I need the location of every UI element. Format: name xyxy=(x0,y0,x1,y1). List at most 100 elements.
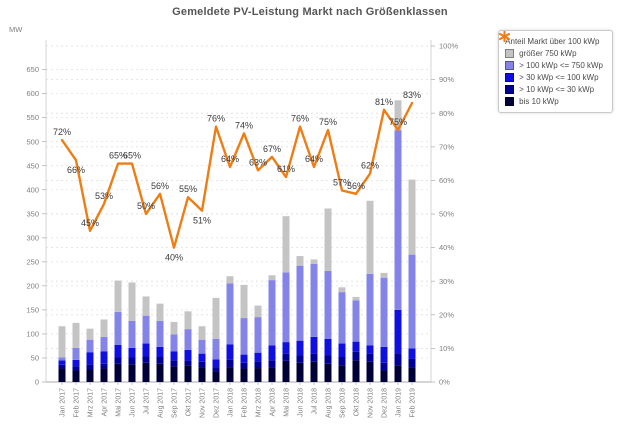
x-axis-month-label: Jul 2018 xyxy=(312,388,319,415)
bar-segment xyxy=(366,273,374,346)
bar-segment xyxy=(254,361,262,369)
bar-segment xyxy=(408,348,416,359)
bar-segment xyxy=(268,360,276,368)
y-left-tick-label: 50 xyxy=(31,354,39,363)
x-axis-month-label: Aug 2017 xyxy=(158,388,165,418)
legend-item[interactable]: Anteil Markt über 100 kWp xyxy=(499,31,603,47)
legend-item[interactable]: größer 750 kWp xyxy=(505,48,603,59)
bar-segment xyxy=(338,365,346,382)
bar-segment xyxy=(114,357,122,364)
bar-segment xyxy=(184,311,192,330)
legend-swatch-icon xyxy=(505,73,515,82)
bar-segment xyxy=(142,315,150,344)
y-right-tick-label: 20% xyxy=(439,310,454,319)
bar-segment xyxy=(240,368,248,382)
share-data-label: 74% xyxy=(235,120,253,130)
bar-segment xyxy=(142,362,150,382)
bar-segment xyxy=(86,328,94,340)
legend-item[interactable]: > 30 kWp <= 100 kWp xyxy=(505,72,603,83)
bar-segment xyxy=(100,351,108,364)
bar-segment xyxy=(58,364,66,369)
bar-segment xyxy=(226,283,234,345)
y-left-tick-label: 400 xyxy=(26,185,39,194)
share-data-label: 56% xyxy=(151,181,169,191)
bar-segment xyxy=(100,319,108,337)
share-data-label: 45% xyxy=(81,218,99,228)
bar-segment xyxy=(324,338,332,356)
x-axis-month-label: Jan 2019 xyxy=(396,388,403,417)
bar-segment xyxy=(408,254,416,349)
bar-segment xyxy=(408,367,416,382)
bar-segment xyxy=(226,344,234,360)
y-left-tick-label: 100 xyxy=(26,330,39,339)
y-right-tick-label: 50% xyxy=(439,210,454,219)
share-line xyxy=(60,101,414,249)
bar-segment xyxy=(58,357,66,361)
share-data-label: 50% xyxy=(137,201,155,211)
bar-segment xyxy=(184,360,192,366)
x-axis-month-label: Jun 2017 xyxy=(130,388,137,417)
share-data-label: 57% xyxy=(333,177,351,187)
bar-segment xyxy=(380,346,388,363)
x-axis-month-label: Sep 2018 xyxy=(340,388,347,418)
share-data-label: 76% xyxy=(207,114,225,124)
bar-segment xyxy=(58,360,66,365)
bar-segment xyxy=(212,338,220,360)
bar-segment xyxy=(282,342,290,354)
bar-segment xyxy=(114,280,122,312)
bar-segment xyxy=(310,353,318,362)
x-axis-month-label: Apr 2017 xyxy=(102,388,109,417)
bar-segment xyxy=(72,366,80,371)
share-data-label: 75% xyxy=(389,117,407,127)
bar-segment xyxy=(352,351,360,361)
x-axis-month-label: Nov 2017 xyxy=(200,388,207,418)
bar-segment xyxy=(254,368,262,382)
share-data-label: 51% xyxy=(193,216,211,226)
bar-segment xyxy=(142,296,150,316)
share-data-label: 76% xyxy=(291,114,309,124)
share-data-label: 65% xyxy=(109,151,127,161)
share-data-label: 75% xyxy=(319,117,337,127)
y-right-tick-label: 40% xyxy=(439,243,454,252)
x-axis-month-label: Apr 2018 xyxy=(270,388,277,417)
bar-segment xyxy=(170,360,178,367)
x-axis-month-label: Jul 2017 xyxy=(144,388,151,415)
bar-segment xyxy=(380,370,388,382)
bar-segment xyxy=(282,360,290,382)
legend-item[interactable]: > 100 kWp <= 750 kWp xyxy=(505,60,603,71)
share-data-label: 72% xyxy=(53,127,71,137)
bar-segment xyxy=(282,216,290,273)
bar-segment xyxy=(156,363,164,382)
share-data-label: 63% xyxy=(249,157,267,167)
share-data-label: 64% xyxy=(221,154,239,164)
y-left-tick-label: 200 xyxy=(26,281,39,290)
bar-segment xyxy=(296,265,304,341)
x-axis-month-label: Jan 2017 xyxy=(60,388,67,417)
bar-segment xyxy=(128,347,136,358)
x-axis-month-label: Feb 2018 xyxy=(242,388,249,418)
bar-segment xyxy=(240,354,248,363)
bar-segment xyxy=(86,352,94,365)
bar-segment xyxy=(366,361,374,382)
share-data-label: 55% xyxy=(179,184,197,194)
legend-item[interactable]: bis 10 kWp xyxy=(505,96,603,107)
legend-item[interactable]: > 10 kWp <= 30 kWp xyxy=(505,84,603,95)
x-axis-month-label: Nov 2018 xyxy=(368,388,375,418)
legend-swatch-icon xyxy=(505,61,515,70)
bar-segment xyxy=(282,272,290,343)
bar-segment xyxy=(338,292,346,344)
y-left-tick-label: 300 xyxy=(26,233,39,242)
legend-item-label: > 30 kWp <= 100 kWp xyxy=(519,73,599,82)
bar-segment xyxy=(212,371,220,382)
x-axis-month-label: Mrz 2017 xyxy=(88,388,95,417)
bar-segment xyxy=(408,358,416,368)
bar-segment xyxy=(352,360,360,382)
x-axis-month-label: Jun 2018 xyxy=(298,388,305,417)
bar-segment xyxy=(170,351,178,361)
x-axis-month-label: Jan 2018 xyxy=(228,388,235,417)
bar-segment xyxy=(366,200,374,274)
bar-segment xyxy=(86,339,94,353)
bar-segment xyxy=(394,365,402,382)
y-right-tick-label: 80% xyxy=(439,109,454,118)
bar-segment xyxy=(156,357,164,364)
